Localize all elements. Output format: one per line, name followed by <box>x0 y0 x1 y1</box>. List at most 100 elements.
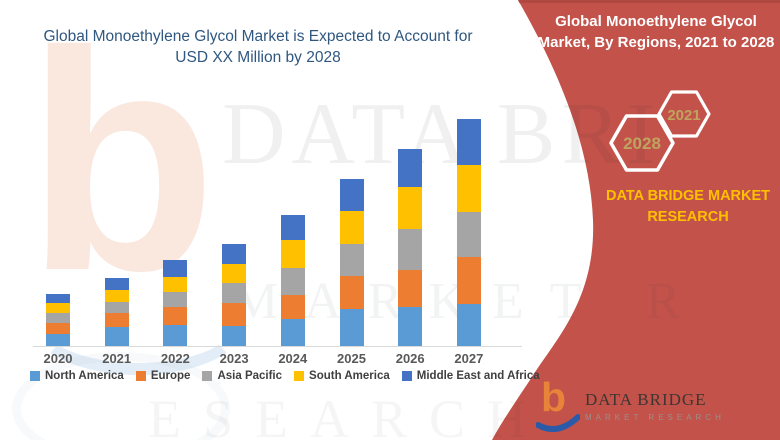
segment-north-america-2027 <box>456 304 481 347</box>
legend-label-north-america: North America <box>45 370 124 382</box>
legend-swatch-middle-east-and-africa <box>401 371 412 381</box>
x-axis-label-2026: 2026 <box>395 351 425 366</box>
x-axis-label-2022: 2022 <box>160 351 190 366</box>
segment-north-america-2021 <box>104 327 129 347</box>
legend-swatch-south-america <box>294 371 305 381</box>
banner-top-edge <box>518 0 780 3</box>
legend-label-south-america: South America <box>309 370 390 382</box>
bar-group-2020: 2020 <box>29 0 87 366</box>
segment-europe-2027 <box>456 257 481 304</box>
chart-legend: North America Europe Asia Pacific South Ame… <box>30 370 540 382</box>
legend-swatch-north-america <box>30 371 40 381</box>
segment-middle-east-and-africa-2021 <box>104 278 129 290</box>
logo-mark: b <box>536 377 580 434</box>
segment-south-america-2020 <box>46 303 70 313</box>
segment-middle-east-and-africa-2022 <box>163 260 188 277</box>
segment-north-america-2022 <box>163 325 188 347</box>
bar-2023 <box>222 244 247 347</box>
brand-name-text: DATA BRIDGE MARKET RESEARCH <box>598 186 778 228</box>
segment-south-america-2023 <box>222 264 247 283</box>
chart-title-line2: USD XX Million by 2028 <box>175 49 341 66</box>
bar-group-2022: 2022 <box>146 0 204 366</box>
segment-europe-2020 <box>46 323 70 334</box>
bar-2027 <box>456 119 481 347</box>
legend-item-asia-pacific: Asia Pacific <box>202 370 282 382</box>
segment-asia-pacific-2022 <box>163 292 188 307</box>
segment-europe-2022 <box>163 307 188 325</box>
segment-south-america-2025 <box>339 211 364 244</box>
segment-europe-2023 <box>222 303 247 326</box>
year-hexagons: 2028 2021 <box>609 90 711 172</box>
bar-2021 <box>104 278 129 347</box>
chart-title: Global Monoethylene Glycol Market is Exp… <box>28 26 488 68</box>
brand-name-line2: RESEARCH <box>647 209 729 225</box>
hexagon-2028 <box>609 114 675 172</box>
segment-south-america-2021 <box>104 290 129 302</box>
banner-title-line1: Global Monoethylene Glycol <box>555 13 757 30</box>
x-axis-label-2027: 2027 <box>454 351 484 366</box>
x-axis-label-2020: 2020 <box>43 351 73 366</box>
x-axis-label-2025: 2025 <box>337 351 366 366</box>
segment-asia-pacific-2021 <box>104 302 129 313</box>
legend-item-middle-east-and-africa: Middle East and Africa <box>401 370 540 382</box>
hexagon-2021 <box>657 90 711 138</box>
segment-north-america-2024 <box>280 319 305 347</box>
bar-group-2024: 2024 <box>264 0 322 366</box>
segment-middle-east-and-africa-2020 <box>46 294 70 303</box>
segment-asia-pacific-2025 <box>339 244 364 276</box>
segment-north-america-2023 <box>222 326 247 347</box>
banner-title: Global Monoethylene Glycol Market, By Re… <box>535 11 777 53</box>
segment-asia-pacific-2023 <box>222 283 247 303</box>
bar-group-2023: 2023 <box>205 0 263 366</box>
segment-middle-east-and-africa-2026 <box>398 149 423 187</box>
legend-item-north-america: North America <box>30 370 124 382</box>
bar-2026 <box>398 149 423 347</box>
segment-middle-east-and-africa-2025 <box>339 179 364 211</box>
x-axis-label-2024: 2024 <box>278 351 308 366</box>
legend-swatch-europe <box>135 371 146 381</box>
segment-south-america-2022 <box>163 277 188 292</box>
legend-swatch-asia-pacific <box>202 371 213 381</box>
legend-label-europe: Europe <box>150 370 191 382</box>
segment-asia-pacific-2026 <box>398 229 423 270</box>
brand-name-line1: DATA BRIDGE MARKET <box>605 188 771 204</box>
legend-item-south-america: South America <box>294 370 390 382</box>
bar-group-2025: 2025 <box>323 0 381 366</box>
legend-label-middle-east-and-africa: Middle East and Africa <box>416 370 540 382</box>
segment-middle-east-and-africa-2024 <box>280 215 305 240</box>
segment-europe-2021 <box>104 313 129 327</box>
logo-subtitle: MARKET RESEARCH <box>585 413 725 422</box>
segment-asia-pacific-2020 <box>46 313 70 323</box>
legend-label-asia-pacific: Asia Pacific <box>217 370 283 382</box>
segment-middle-east-and-africa-2027 <box>456 119 481 165</box>
segment-europe-2026 <box>398 270 423 307</box>
x-axis-label-2021: 2021 <box>102 351 132 366</box>
segment-middle-east-and-africa-2023 <box>222 244 247 264</box>
x-axis-label-2023: 2023 <box>219 351 249 366</box>
bar-group-2021: 2021 <box>88 0 146 366</box>
segment-asia-pacific-2027 <box>456 212 481 257</box>
bar-group-2026: 2026 <box>381 0 439 366</box>
logo-text: DATA BRIDGE MARKET RESEARCH <box>585 386 725 434</box>
hexagon-2028-label: 2028 <box>623 134 661 153</box>
banner-title-line2: Market, By Regions, 2021 to 2028 <box>537 34 775 51</box>
logo-swoosh-icon <box>536 414 580 432</box>
segment-south-america-2026 <box>398 187 423 229</box>
legend-item-europe: Europe <box>135 370 191 382</box>
plot-area: 2020 2021 2022 2023 2024 2025 2026 2027 <box>29 0 498 366</box>
bar-2022 <box>163 260 188 347</box>
company-logo: b DATA BRIDGE MARKET RESEARCH <box>536 377 725 434</box>
segment-europe-2024 <box>280 295 305 319</box>
bar-2025 <box>339 179 364 347</box>
segment-north-america-2025 <box>339 309 364 347</box>
segment-south-america-2024 <box>280 240 305 268</box>
segment-asia-pacific-2024 <box>280 268 305 295</box>
hexagon-2021-label: 2021 <box>667 107 700 124</box>
bar-2024 <box>280 215 305 347</box>
bar-group-2027: 2027 <box>440 0 498 366</box>
segment-europe-2025 <box>339 276 364 309</box>
segment-north-america-2020 <box>46 334 70 347</box>
chart-title-line1: Global Monoethylene Glycol Market is Exp… <box>43 28 473 45</box>
logo-b-glyph: b <box>541 374 567 420</box>
